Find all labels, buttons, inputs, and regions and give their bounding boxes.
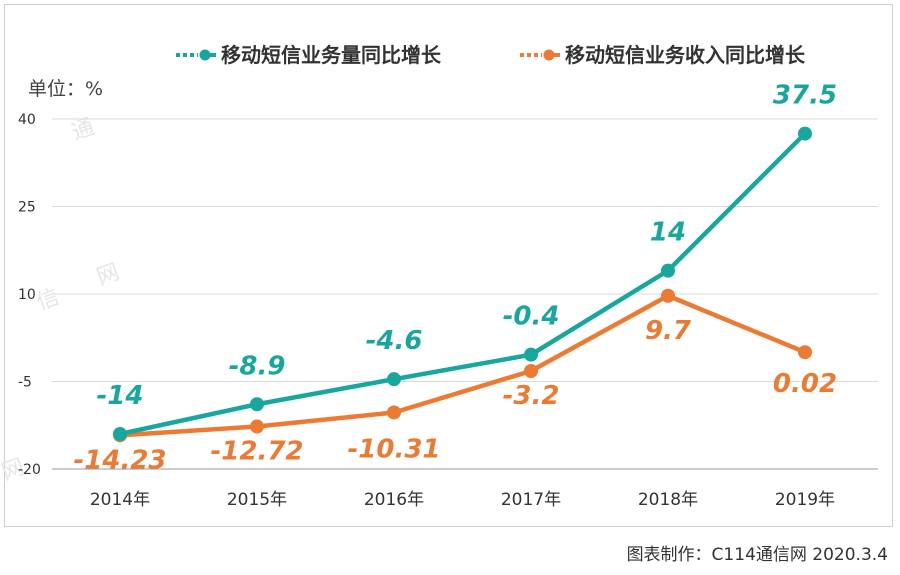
x-tick-label: 2014年 bbox=[90, 490, 150, 510]
data-point bbox=[524, 347, 538, 362]
x-tick-label: 2017年 bbox=[501, 490, 561, 510]
data-label: -3.2 bbox=[503, 381, 560, 411]
y-tick-label: -5 bbox=[18, 375, 32, 391]
data-point bbox=[524, 364, 538, 378]
data-label: 37.5 bbox=[773, 81, 837, 111]
data-label: -14 bbox=[97, 381, 144, 411]
data-label: 0.02 bbox=[773, 369, 837, 399]
chart-credit: 图表制作：C114通信网 2020.3.4 bbox=[626, 545, 888, 565]
chart-frame bbox=[4, 4, 893, 527]
y-tick-label: 10 bbox=[18, 287, 36, 303]
x-tick-label: 2018年 bbox=[638, 490, 698, 510]
data-point bbox=[113, 427, 127, 441]
x-tick-label: 2015年 bbox=[227, 490, 287, 510]
legend-label: 移动短信业务量同比增长 bbox=[221, 43, 442, 67]
data-point bbox=[798, 345, 812, 360]
y-tick-label: 25 bbox=[18, 200, 36, 216]
data-label: 9.7 bbox=[645, 316, 692, 346]
x-tick-label: 2019年 bbox=[775, 490, 835, 510]
legend: 移动短信业务量同比增长 移动短信业务收入同比增长 bbox=[176, 43, 806, 67]
data-point bbox=[250, 397, 264, 412]
gridlines bbox=[52, 118, 878, 470]
data-point bbox=[250, 419, 264, 434]
watermark-char: 网 bbox=[94, 260, 123, 291]
y-tick-label: 40 bbox=[18, 112, 36, 128]
data-label: -14.23 bbox=[73, 445, 166, 475]
data-point bbox=[661, 263, 675, 278]
legend-label: 移动短信业务收入同比增长 bbox=[565, 43, 806, 67]
legend-marker bbox=[543, 49, 555, 61]
data-label: -12.72 bbox=[210, 437, 303, 467]
series-line bbox=[119, 131, 807, 437]
data-label: -0.4 bbox=[503, 302, 560, 332]
data-label: 14 bbox=[650, 218, 686, 248]
data-point bbox=[387, 405, 401, 420]
data-label: -8.9 bbox=[229, 351, 286, 381]
data-point bbox=[387, 372, 401, 387]
series-line bbox=[119, 293, 806, 438]
y-tick-label: -20 bbox=[18, 462, 41, 478]
data-point bbox=[798, 126, 812, 141]
data-label: -10.31 bbox=[347, 434, 440, 464]
x-tick-label: 2016年 bbox=[364, 490, 424, 510]
watermark-char: 信 bbox=[34, 285, 63, 316]
y-axis-ticks: 40 25 10 -5 -20 bbox=[18, 112, 41, 478]
legend-marker bbox=[199, 49, 211, 61]
series-layer: -14 -8.9 -4.6 -0.4 14 37.5 -14.23 -12.72 -10.31 -… bbox=[73, 81, 837, 476]
data-point bbox=[661, 288, 675, 303]
x-axis-ticks: 2014年 2015年 2016年 2017年 2018年 2019年 bbox=[90, 490, 835, 510]
data-label: -4.6 bbox=[366, 326, 423, 356]
unit-label: 单位：% bbox=[28, 78, 103, 100]
